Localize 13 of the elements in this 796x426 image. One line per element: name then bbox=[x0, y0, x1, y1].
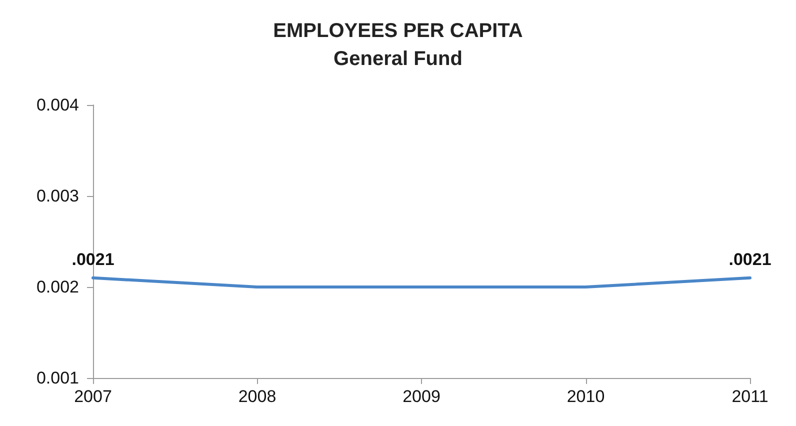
chart-title: EMPLOYEES PER CAPITA bbox=[273, 20, 523, 42]
chart-subtitle: General Fund bbox=[334, 48, 462, 70]
x-tick-label: 2011 bbox=[732, 387, 768, 406]
y-tick-label: 0.001 bbox=[36, 368, 79, 388]
data-label: .0021 bbox=[728, 250, 772, 269]
y-tick-label: 0.003 bbox=[36, 186, 79, 206]
y-tick-label: 0.004 bbox=[36, 96, 79, 114]
x-tick-label: 2010 bbox=[566, 387, 605, 406]
y-tick-label: 0.002 bbox=[36, 278, 79, 296]
x-tick-label: 2009 bbox=[402, 387, 440, 406]
data-label: .0021 bbox=[72, 250, 114, 269]
x-tick-label: 2007 bbox=[74, 387, 112, 406]
x-tick-label: 2008 bbox=[238, 387, 276, 406]
